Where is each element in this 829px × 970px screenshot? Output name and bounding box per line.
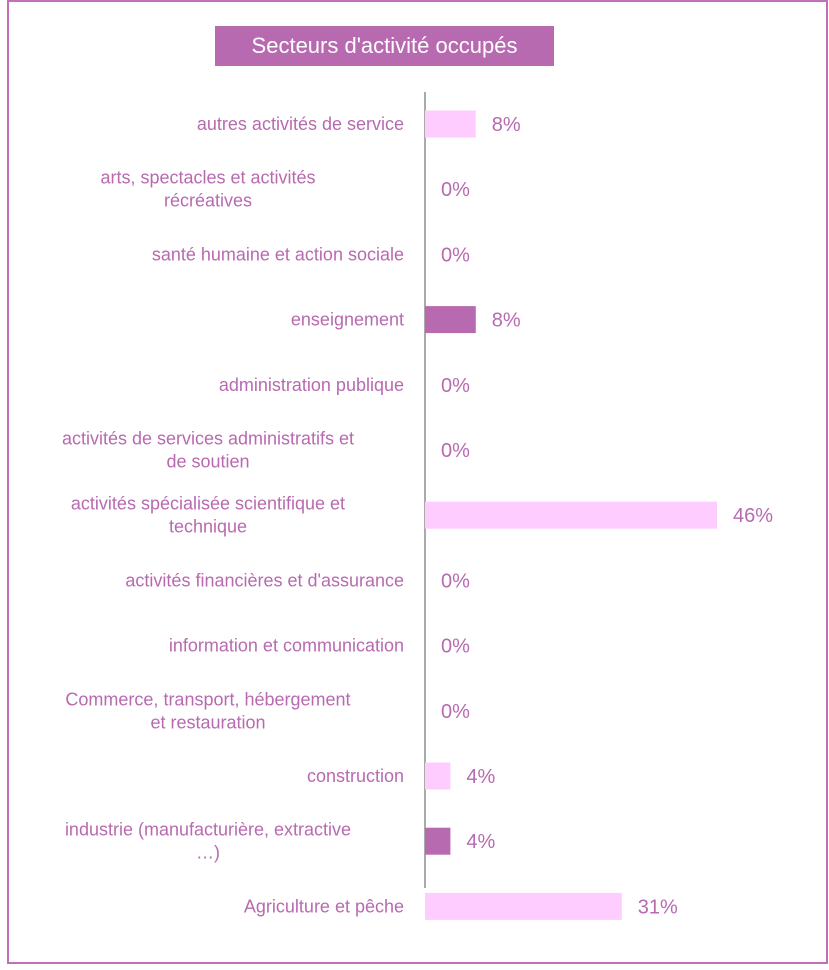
bar <box>425 501 717 529</box>
chart-title: Secteurs d'activité occupés <box>251 33 518 58</box>
bar <box>425 306 476 334</box>
value-label: 31% <box>638 896 678 918</box>
value-label: 4% <box>466 766 495 788</box>
category-label: activités financières et d'assurance <box>125 570 404 590</box>
category-label: activités spécialisée scientifique et tec… <box>71 494 345 537</box>
chart-frame <box>7 0 828 964</box>
bar <box>425 892 622 920</box>
value-label: 0% <box>441 570 470 592</box>
value-label: 4% <box>466 831 495 853</box>
category-label: autres activités de service <box>197 114 404 134</box>
bars-layer <box>425 110 717 920</box>
chart-title-box: Secteurs d'activité occupés <box>215 26 554 66</box>
category-label: construction <box>307 766 404 786</box>
category-label: activités de services administratifs et d… <box>62 429 354 472</box>
value-label: 46% <box>733 505 773 527</box>
category-labels-layer: autres activités de service arts, spectac… <box>62 114 404 916</box>
category-label: industrie (manufacturière, extractive…) <box>65 820 351 863</box>
value-label: 8% <box>492 310 521 332</box>
value-label: 0% <box>441 440 470 462</box>
value-label: 0% <box>441 636 470 658</box>
category-label: information et communication <box>169 636 404 656</box>
category-label: santé humaine et action sociale <box>152 244 404 264</box>
value-label: 0% <box>441 701 470 723</box>
value-label: 0% <box>441 375 470 397</box>
value-label: 8% <box>492 114 521 136</box>
value-label: 0% <box>441 179 470 201</box>
bar <box>425 762 451 790</box>
category-label: arts, spectacles et activités récréatives <box>100 168 315 211</box>
category-label: Agriculture et pêche <box>244 896 404 916</box>
bar <box>425 110 476 138</box>
category-label: enseignement <box>291 310 404 330</box>
bar <box>425 827 451 855</box>
value-labels-layer: 8% 0% 0% 8% 0% 0% 46% 0% 0% 0% 4% 4% 31% <box>441 114 773 918</box>
category-label: administration publique <box>219 375 404 395</box>
value-label: 0% <box>441 244 470 266</box>
category-label: Commerce, transport, hébergement et resta… <box>65 689 350 732</box>
